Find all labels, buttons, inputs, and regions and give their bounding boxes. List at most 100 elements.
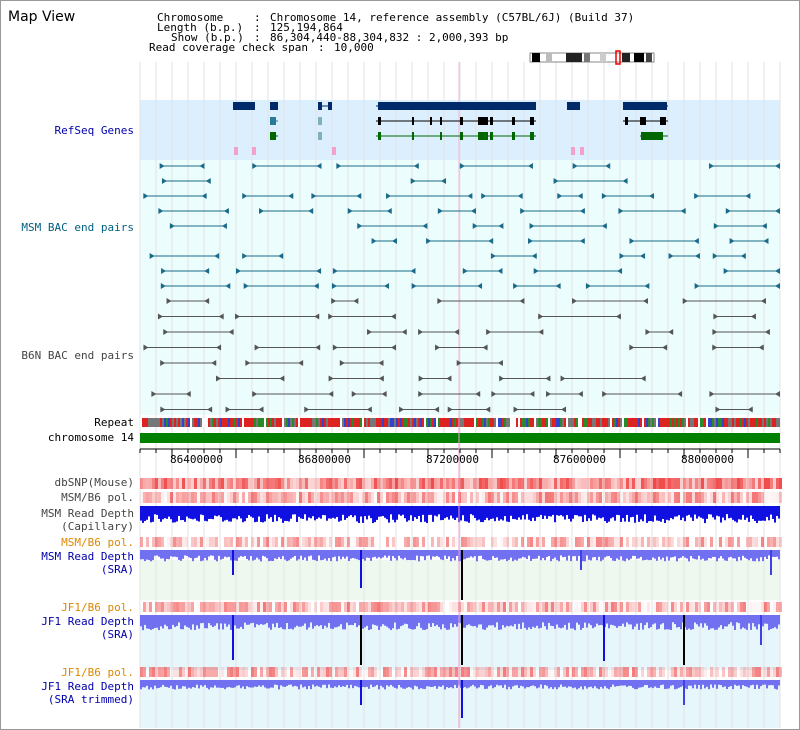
msm-cap-depth-bar — [598, 506, 600, 518]
msm-bac-end — [221, 223, 227, 229]
msm-sra-depth-bar — [526, 550, 528, 560]
label-dbsnp[interactable]: dbSNP(Mouse) — [54, 476, 134, 489]
label-msm-depth-cap-1[interactable]: MSM Read Depth — [41, 507, 134, 520]
repeat-segment — [420, 418, 422, 427]
jf1-pol-2-cell — [776, 667, 779, 677]
msm-cap-depth-bar — [526, 506, 528, 515]
b6n-bac-end — [252, 391, 258, 397]
jf1-pol-cell — [380, 602, 383, 612]
jf1-pol-cell — [545, 602, 548, 612]
msm-cap-depth-bar — [274, 506, 276, 515]
dbsnp-cell — [386, 478, 389, 489]
jf1-trim-depth-bar — [748, 680, 750, 688]
repeat-segment — [628, 418, 630, 427]
jf1-sra-depth-bar — [310, 615, 312, 623]
jf1-pol-cell — [272, 602, 275, 612]
msm-pol-cell — [620, 492, 623, 503]
msm-bac-end — [723, 268, 729, 274]
jf1-pol-2-cell — [647, 667, 650, 677]
b6n-bac-end — [151, 391, 157, 397]
jf1-sra-depth-bar — [672, 615, 674, 623]
repeat-segment — [560, 418, 562, 427]
jf1-trim-depth-bar — [548, 680, 550, 689]
jf1-trim-depth-bar-spike — [461, 680, 463, 718]
label-refseq-genes[interactable]: RefSeq Genes — [54, 124, 134, 137]
msm-sra-depth-bar — [216, 550, 218, 562]
repeat-segment — [152, 418, 154, 427]
jf1-pol-cell — [509, 602, 512, 612]
b6n-bac-end — [747, 406, 753, 413]
jf1-pol-2-cell — [257, 667, 260, 677]
jf1-pol-cell — [254, 602, 257, 612]
jf1-sra-depth-bar — [600, 615, 602, 625]
msm-cap-depth-bar — [564, 506, 566, 520]
msm-sra-depth-bar — [562, 550, 564, 558]
jf1-pol-cell — [146, 602, 149, 612]
jf1-pol-2-cell — [779, 667, 782, 677]
label-b6n-bac[interactable]: B6N BAC end pairs — [21, 349, 134, 362]
msm-pol-2-cell — [758, 537, 761, 547]
msm-cap-depth-bar — [188, 506, 190, 519]
msm-pol-2-cell — [182, 537, 185, 547]
jf1-pol-2-cell — [641, 667, 644, 677]
msm-cap-depth-bar — [400, 506, 402, 516]
dbsnp-cell — [284, 478, 287, 489]
b6n-bac-end — [367, 329, 373, 335]
msm-pol-cell — [209, 492, 212, 503]
msm-pol-cell — [734, 492, 737, 503]
repeat-segment — [256, 418, 258, 427]
jf1-pol-cell — [470, 602, 473, 612]
jf1-sra-depth-bar — [538, 615, 540, 629]
dbsnp-cell — [143, 478, 146, 489]
label-msm-b6-pol-2[interactable]: MSM/B6 pol. — [61, 536, 134, 549]
msm-pol-cell — [374, 492, 377, 503]
jf1-pol-cell — [209, 602, 212, 612]
label-jf1-depth-trim-1[interactable]: JF1 Read Depth — [41, 680, 134, 693]
label-msm-depth-sra-1[interactable]: MSM Read Depth — [41, 550, 134, 563]
msm-pol-cell — [212, 492, 215, 503]
jf1-pol-2-cell — [194, 667, 197, 677]
msm-bac-end — [668, 253, 674, 259]
label-jf1-b6-pol[interactable]: JF1/B6 pol. — [61, 601, 134, 614]
dbsnp-cell — [263, 478, 266, 489]
jf1-trim-depth-bar — [454, 680, 456, 685]
jf1-sra-depth-bar — [660, 615, 662, 625]
label-msm-b6-pol[interactable]: MSM/B6 pol. — [61, 491, 134, 504]
msm-pol-2-cell — [236, 537, 239, 547]
msm-pol-2-cell — [197, 537, 200, 547]
msm-cap-depth-bar — [348, 506, 350, 517]
msm-pol-2-cell — [683, 537, 686, 547]
label-jf1-depth-sra-1[interactable]: JF1 Read Depth — [41, 615, 134, 628]
msm-cap-depth-bar — [694, 506, 696, 515]
msm-pol-cell — [263, 492, 266, 503]
jf1-pol-2-cell — [554, 667, 557, 677]
jf1-sra-depth-bar — [216, 615, 218, 624]
jf1-trim-depth-bar — [244, 680, 246, 689]
label-jf1-b6-pol-2[interactable]: JF1/B6 pol. — [61, 666, 134, 679]
msm-pol-2-cell — [641, 537, 644, 547]
msm-sra-depth-bar — [144, 550, 146, 562]
dbsnp-cell — [170, 478, 173, 489]
msm-pol-cell — [641, 492, 644, 503]
msm-sra-depth-bar — [170, 550, 172, 557]
msm-pol-2-cell — [584, 537, 587, 547]
repeat-segment — [576, 418, 578, 427]
msm-cap-depth-bar — [744, 506, 746, 520]
msm-cap-depth-bar — [584, 506, 586, 515]
msm-pol-2-cell — [362, 537, 365, 547]
msm-pol-cell — [296, 492, 299, 503]
jf1-trim-depth-bar — [660, 680, 662, 686]
jf1-trim-depth-bar — [664, 680, 666, 690]
msm-pol-2-cell — [410, 537, 413, 547]
depth-tracks — [140, 506, 780, 718]
dbsnp-cell — [293, 478, 296, 489]
repeat-segment — [590, 418, 592, 427]
dbsnp-cell — [572, 478, 575, 489]
jf1-trim-depth-bar — [742, 680, 744, 686]
repeat-segment — [184, 418, 186, 427]
msm-sra-depth-bar — [290, 550, 292, 559]
msm-cap-depth-bar — [732, 506, 734, 520]
label-msm-bac[interactable]: MSM BAC end pairs — [21, 221, 134, 234]
jf1-sra-depth-bar — [724, 615, 726, 627]
